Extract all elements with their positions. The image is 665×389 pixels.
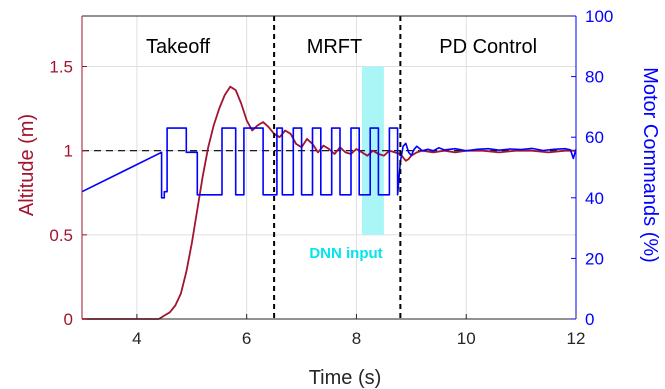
altitude-line xyxy=(82,85,576,320)
x-tick-label: 4 xyxy=(132,329,141,348)
x-axis-label: Time (s) xyxy=(309,367,382,389)
phase-label: MRFT xyxy=(307,36,363,58)
y-left-axis-label: Altitude (m) xyxy=(16,114,38,216)
phase-boundary-layer xyxy=(273,16,402,319)
phase-label: Takeoff xyxy=(146,36,211,58)
grid xyxy=(82,16,577,320)
dnn-input-label: DNN input xyxy=(309,245,382,262)
labels-layer: Time (s) Altitude (m) Motor Commands (%)… xyxy=(16,36,661,389)
y-left-tick-label: 0 xyxy=(64,310,73,329)
y-right-tick-label: 20 xyxy=(585,249,604,268)
y-right-tick-label: 0 xyxy=(585,310,594,329)
x-tick-label: 12 xyxy=(567,329,586,348)
motor-commands-line xyxy=(81,127,577,199)
y-right-tick-label: 40 xyxy=(585,189,604,208)
x-tick-label: 6 xyxy=(242,329,251,348)
x-tick-label: 10 xyxy=(457,329,476,348)
series-layer xyxy=(81,85,577,320)
y-right-tick-label: 80 xyxy=(585,68,604,87)
plot-background xyxy=(82,16,576,319)
x-tick-label: 8 xyxy=(352,329,361,348)
y-right-tick-label: 60 xyxy=(585,128,604,147)
phase-label: PD Control xyxy=(439,36,537,58)
y-left-tick-label: 0.5 xyxy=(49,226,73,245)
y-right-tick-label: 100 xyxy=(585,7,613,26)
y-left-tick-label: 1 xyxy=(64,142,73,161)
y-left-tick-label: 1.5 xyxy=(49,58,73,77)
y-right-axis-label: Motor Commands (%) xyxy=(639,67,661,263)
